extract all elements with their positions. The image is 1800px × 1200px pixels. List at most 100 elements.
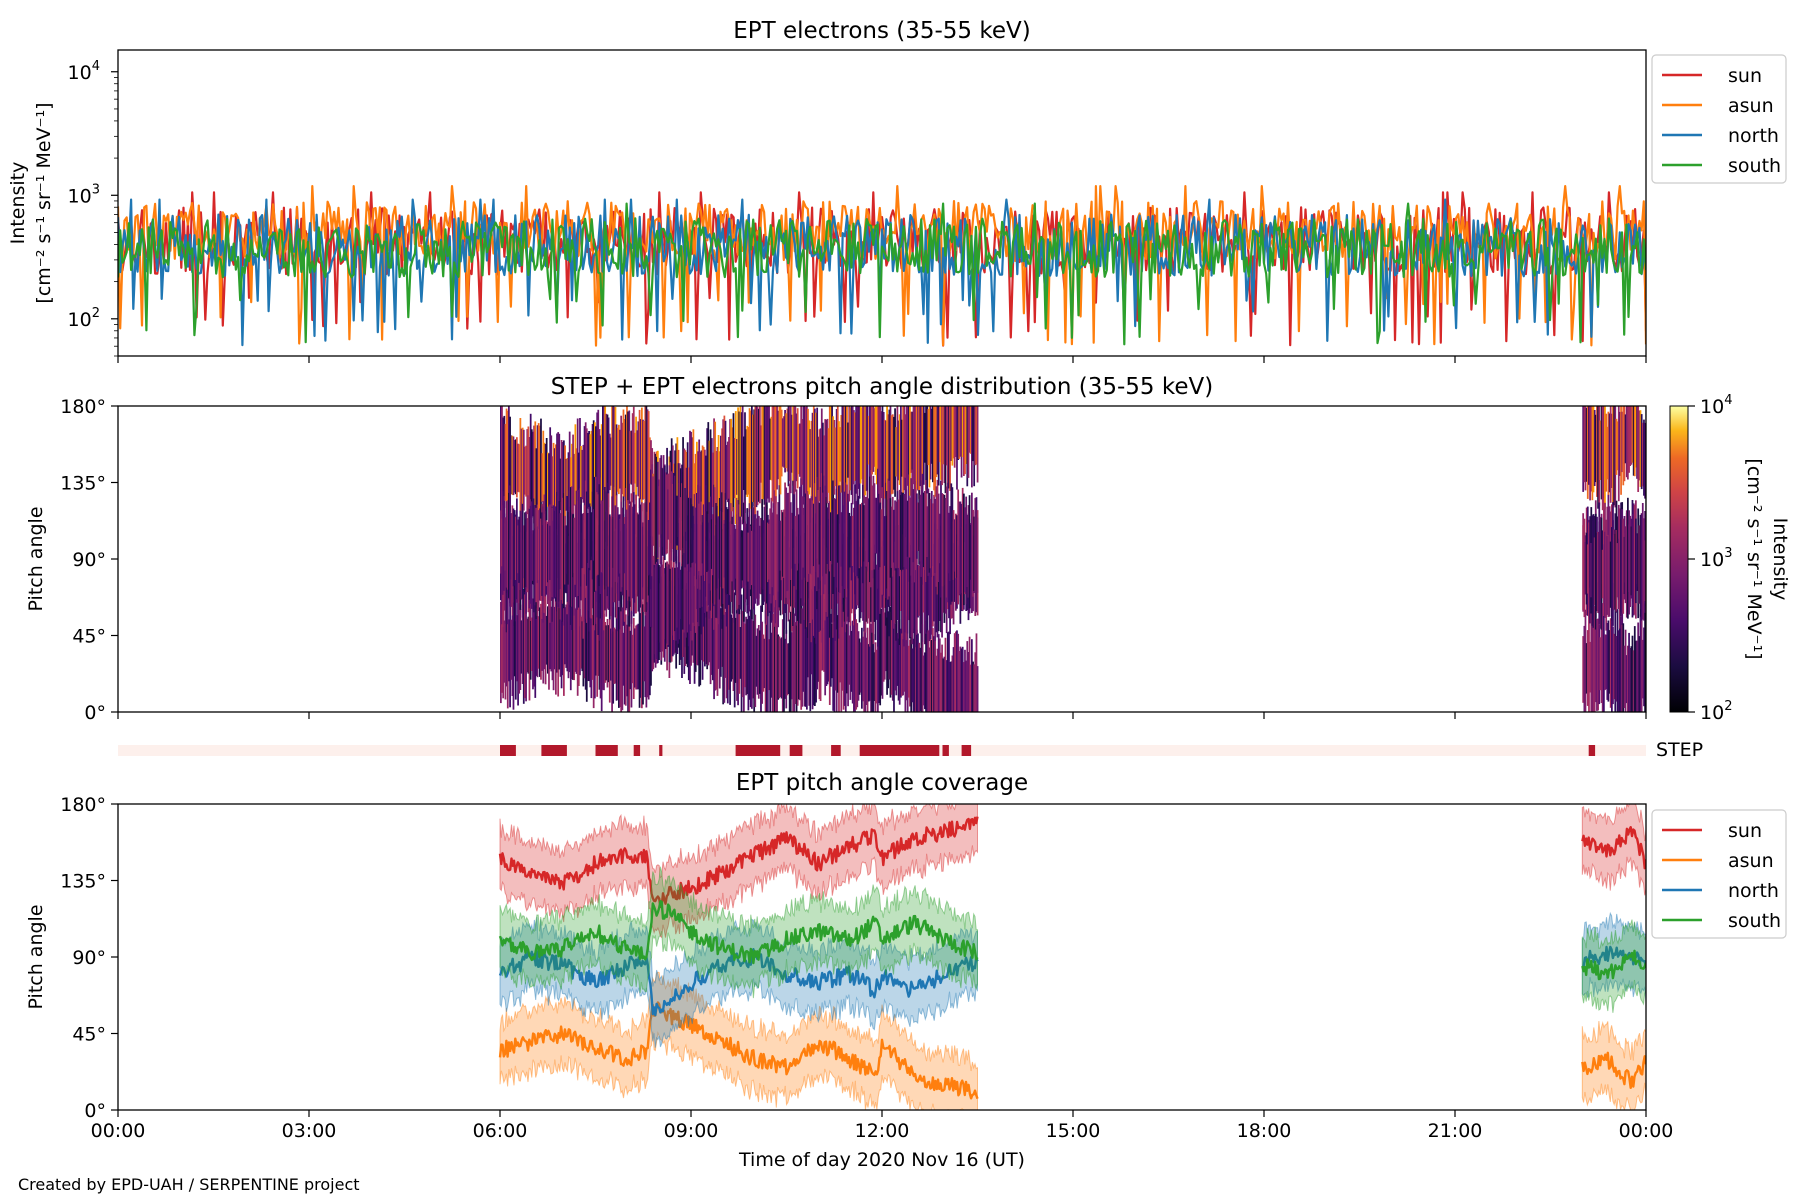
pad-cell — [883, 516, 886, 566]
pad-cell — [528, 508, 531, 600]
pad-cell — [1594, 414, 1597, 483]
pad-cell — [726, 509, 729, 594]
pad-cell — [573, 517, 576, 573]
pad-cell — [920, 406, 923, 489]
pad-cell — [810, 626, 813, 675]
pad-cell — [579, 609, 581, 676]
pad-cell — [748, 615, 751, 700]
pad-cell — [692, 429, 695, 551]
pad-cell — [581, 614, 584, 672]
pad-cell — [761, 621, 764, 704]
pad-cell — [699, 577, 702, 686]
pad-cell — [743, 436, 745, 490]
pad-cell — [956, 630, 958, 712]
x-tick-label: 21:00 — [1428, 1120, 1483, 1142]
pad-cell — [948, 512, 950, 574]
legend-box — [1651, 809, 1787, 939]
pad-cell — [921, 536, 924, 642]
pad-cell — [930, 408, 933, 464]
pad-cell — [718, 595, 721, 689]
pad-cell — [1615, 418, 1618, 475]
coverage-line-asun — [1581, 1051, 1646, 1090]
pad-cell — [730, 614, 733, 682]
pad-cell — [706, 541, 709, 612]
pad-cell — [944, 498, 947, 585]
pad-cell — [577, 489, 580, 596]
pad-cell — [861, 407, 863, 480]
pad-cell — [1582, 406, 1585, 492]
pad-cell — [859, 504, 862, 567]
pad-cell — [602, 542, 604, 620]
pad-cell — [623, 614, 626, 705]
pad-cell — [1601, 406, 1604, 511]
pad-cell — [528, 589, 531, 701]
pad-cell — [874, 406, 877, 475]
pad-cell — [677, 463, 680, 581]
pad-cell — [623, 419, 626, 497]
pad-cell — [588, 431, 590, 510]
pad-cell — [831, 406, 833, 517]
pad-cell — [757, 408, 760, 502]
pad-cell — [778, 485, 781, 608]
colorbar-tick-label: 102 — [1700, 699, 1732, 724]
pad-cell — [875, 564, 878, 620]
pad-cell — [968, 495, 971, 609]
pad-cell — [869, 406, 871, 488]
pad-cell — [626, 406, 628, 517]
pad-cell — [815, 496, 817, 573]
pad-cell — [634, 504, 636, 603]
pad-cell — [1639, 410, 1642, 487]
pad-cell — [641, 407, 643, 512]
pad-cell — [784, 410, 786, 473]
y-tick-label: 0° — [84, 702, 106, 724]
pad-cell — [732, 515, 735, 591]
pad-cell — [596, 492, 599, 576]
pad-cell — [576, 586, 579, 696]
pad-cell — [693, 540, 696, 627]
pad-cell — [501, 518, 503, 567]
pad-cell — [1582, 636, 1585, 703]
pad-cell — [630, 493, 633, 611]
panel4-x-ticks: 00:00 03:00 06:00 09:00 12:00 15:00 18:00 21:00… — [91, 1110, 1673, 1142]
pad-cell — [559, 596, 562, 677]
pad-cell — [745, 429, 747, 495]
pad-cell — [668, 465, 671, 565]
pad-cell — [926, 406, 929, 494]
pad-cell — [629, 630, 632, 690]
pad-cell — [770, 632, 773, 698]
pad-cell — [961, 487, 964, 610]
pad-cell — [1588, 609, 1590, 712]
pad-cell — [527, 616, 530, 674]
pad-cell — [1628, 632, 1630, 712]
step-bar — [541, 745, 567, 756]
pad-cell — [706, 511, 709, 572]
pad-cell — [571, 598, 573, 680]
pad-cell — [651, 573, 654, 628]
pad-cell — [1619, 620, 1621, 712]
pad-cell — [705, 604, 707, 665]
pad-cell — [701, 550, 704, 607]
pad-cell — [693, 494, 696, 576]
pad-cell — [921, 624, 924, 712]
pad-cell — [912, 638, 915, 712]
y-tick-label: 90° — [72, 549, 106, 571]
pad-cell — [635, 494, 637, 614]
pad-cell — [885, 420, 887, 497]
legend-label-sun: sun — [1728, 820, 1762, 842]
pad-cell — [832, 480, 835, 594]
panel2-title: STEP + EPT electrons pitch angle distrib… — [551, 374, 1213, 400]
pad-cell — [690, 539, 692, 631]
pad-cell — [1600, 623, 1603, 703]
coverage-line-south — [1581, 949, 1646, 981]
pad-cell — [747, 427, 750, 495]
pad-cell — [803, 497, 806, 578]
pad-cell — [509, 592, 511, 708]
pad-cell — [642, 526, 644, 588]
pad-cell — [916, 548, 918, 635]
pad-cell — [708, 610, 711, 663]
pad-cell — [584, 480, 587, 598]
pad-cell — [729, 509, 731, 595]
pad-cell — [1615, 530, 1618, 612]
pad-cell — [567, 512, 570, 585]
pad-cell — [1588, 406, 1590, 485]
